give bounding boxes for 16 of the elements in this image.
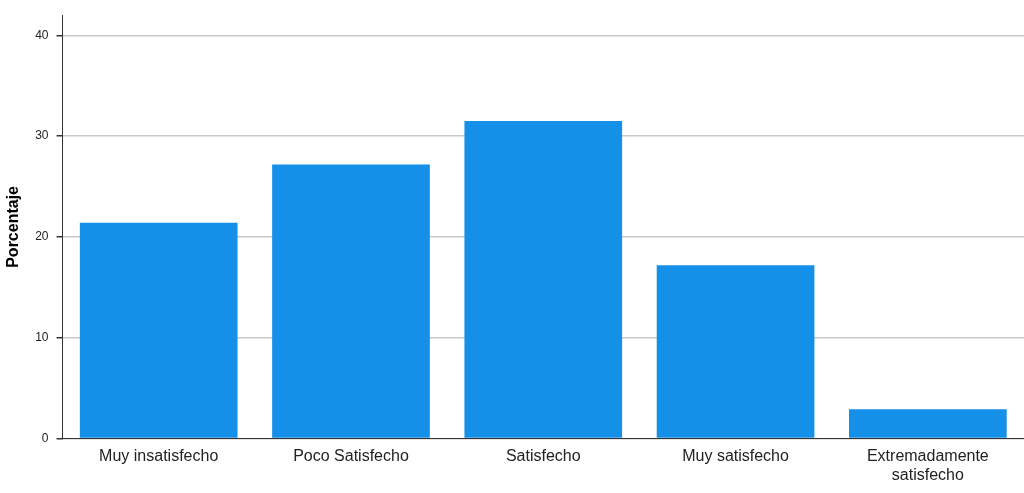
bar <box>464 121 623 438</box>
x-tick-label: Poco Satisfecho <box>293 446 409 464</box>
bar <box>656 265 815 438</box>
y-tick-label: 40 <box>35 27 49 42</box>
bar <box>849 409 1007 438</box>
bar <box>272 164 430 438</box>
x-tick-label: Muy satisfecho <box>682 446 790 464</box>
y-tick-label: 10 <box>35 330 49 345</box>
y-tick-label: 20 <box>35 229 49 244</box>
y-tick-label: 30 <box>35 128 49 143</box>
bar <box>79 222 238 438</box>
x-tick-label: Extremadamente satisfecho <box>866 446 989 483</box>
y-tick-label: 0 <box>41 430 49 445</box>
y-axis-title: Porcentaje <box>4 185 22 268</box>
x-tick-label: Muy insatisfecho <box>99 446 219 464</box>
x-tick-label: Satisfecho <box>505 446 581 464</box>
